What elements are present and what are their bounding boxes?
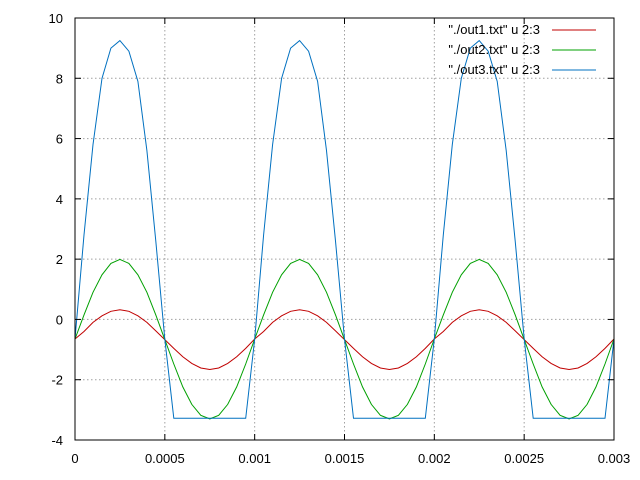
plot-frame	[74, 17, 615, 441]
y-tick-label: 10	[49, 11, 63, 26]
x-tick-label: 0	[71, 451, 78, 466]
legend-label-2: "./out2.txt" u 2:3	[448, 42, 540, 57]
series-layer	[74, 39, 615, 420]
legend: "./out1.txt" u 2:3 "./out2.txt" u 2:3 "./o…	[448, 22, 596, 77]
x-tick-label: 0.0015	[325, 451, 365, 466]
x-tick-label: 0.0025	[504, 451, 544, 466]
series-line-3	[74, 39, 615, 419]
ticks-layer: 0 0.0005 0.001 0.0015 0.002 0.0025 0.003 -4 -2 0 2…	[49, 11, 631, 466]
x-tick-label: 0.003	[598, 451, 631, 466]
legend-label-3: "./out3.txt" u 2:3	[448, 62, 540, 77]
y-tick-label: -4	[51, 433, 63, 448]
grid-layer	[75, 18, 614, 440]
y-tick-label: 0	[56, 312, 63, 327]
x-tick-label: 0.001	[238, 451, 271, 466]
y-tick-label: 8	[56, 71, 63, 86]
x-tick-label: 0.0005	[145, 451, 185, 466]
y-tick-label: 4	[56, 192, 63, 207]
y-tick-label: -2	[51, 373, 63, 388]
x-tick-label: 0.002	[418, 451, 451, 466]
axes-layer	[74, 17, 615, 441]
y-tick-label: 2	[56, 252, 63, 267]
y-tick-label: 6	[56, 132, 63, 147]
legend-label-1: "./out1.txt" u 2:3	[448, 22, 540, 37]
